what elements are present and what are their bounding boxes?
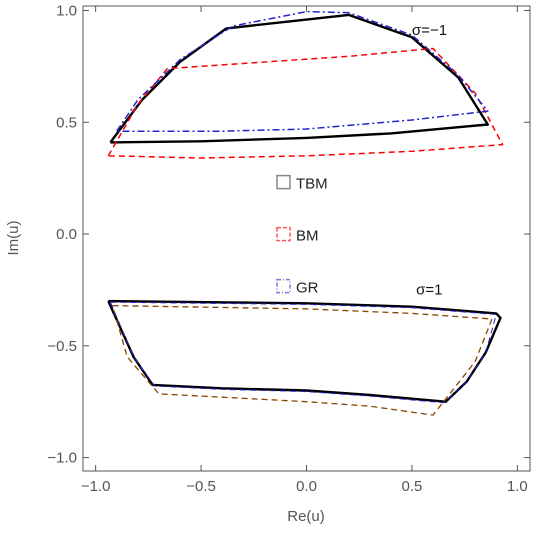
legend-swatch-tbm: [276, 174, 291, 190]
tick-layer: −1.0 −0.5 0.0 0.5 1.0 −1.0 −0.5 0.0 0.5 1.0: [47, 2, 530, 495]
y-tick-label: −1.0: [47, 450, 77, 467]
x-tick-label: 0.0: [296, 478, 317, 495]
x-tick-label: 1.0: [507, 478, 528, 495]
legend: TBM BM GR: [276, 174, 328, 297]
y-tick-label: 1.0: [56, 2, 77, 19]
x-tick-label: 0.5: [401, 478, 422, 495]
series-layer: [107, 10, 504, 416]
annotations: σ=−1 σ=1: [412, 22, 447, 298]
annotation-2: σ=1: [416, 281, 442, 298]
annotation-1: σ=−1: [412, 22, 447, 39]
legend-label-gr: GR: [296, 280, 319, 297]
legend-label-tbm: TBM: [296, 176, 328, 193]
series-line-5: [111, 304, 493, 416]
x-tick-label: −0.5: [186, 478, 216, 495]
y-tick-label: −0.5: [47, 338, 77, 355]
legend-swatch-gr: [276, 278, 291, 294]
x-axis-title: Re(u): [287, 508, 325, 525]
series-line-6: [109, 301, 497, 404]
y-tick-label: 0.5: [56, 114, 77, 131]
legend-swatch-bm: [276, 226, 291, 242]
legend-label-bm: BM: [296, 228, 319, 245]
x-tick-label: −1.0: [81, 478, 111, 495]
series-line-3: [116, 10, 489, 132]
series-line-4: [107, 299, 502, 403]
y-tick-label: 0.0: [56, 226, 77, 243]
y-axis-title: Im(u): [5, 221, 22, 256]
